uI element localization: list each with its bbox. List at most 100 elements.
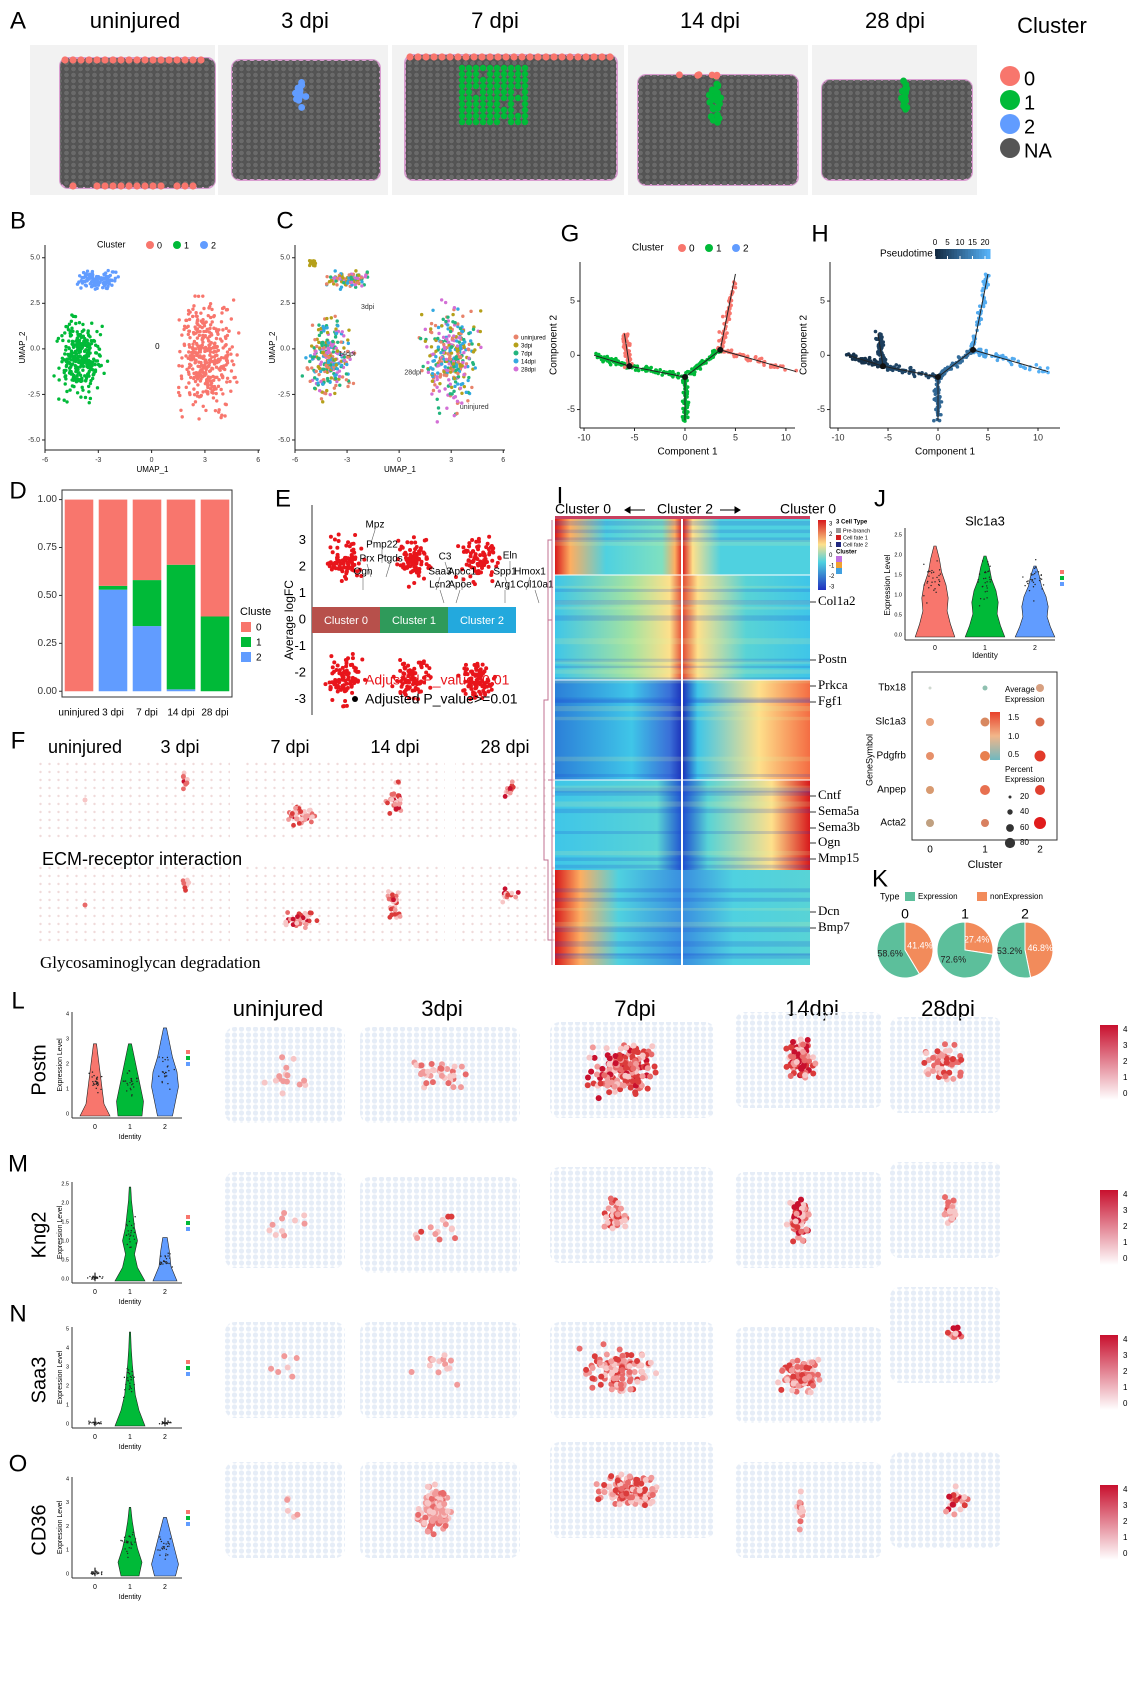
spot — [205, 378, 208, 381]
leader — [535, 590, 539, 603]
y-tick-label: 3 — [299, 532, 306, 547]
spot — [131, 1084, 132, 1085]
cell — [681, 407, 685, 411]
spot — [181, 774, 186, 779]
spot — [295, 914, 300, 919]
legend-title: Cluster — [97, 239, 126, 249]
spot — [83, 903, 88, 908]
spot — [355, 670, 359, 674]
spot — [321, 382, 324, 385]
spot — [487, 107, 493, 113]
spot — [159, 1263, 160, 1264]
spot — [393, 908, 398, 913]
spot — [131, 1391, 132, 1392]
spot — [412, 535, 416, 539]
colorbar-tick: 4 — [1123, 1025, 1128, 1034]
gene-label: Ogn — [354, 567, 373, 578]
spot — [79, 374, 82, 377]
spot — [331, 340, 334, 343]
spot — [208, 370, 211, 373]
x-axis-label: Identity — [119, 1444, 142, 1451]
spot — [191, 367, 194, 370]
spot — [590, 53, 597, 60]
cell — [933, 397, 937, 401]
spot — [341, 375, 344, 378]
spot — [438, 412, 441, 415]
spot — [522, 89, 528, 95]
spot — [444, 320, 447, 323]
spot — [89, 397, 92, 400]
spot — [449, 1225, 455, 1231]
spot — [455, 412, 458, 415]
spot — [335, 283, 338, 286]
spot — [320, 344, 323, 347]
spot — [618, 1206, 624, 1212]
colorbar-tick: 15 — [968, 238, 977, 247]
heatmap-header: Cluster 0 — [780, 501, 836, 517]
panel-letter: H — [811, 220, 828, 247]
spot — [459, 95, 465, 101]
spot — [215, 337, 218, 340]
spot — [192, 304, 195, 307]
spot — [487, 89, 493, 95]
spot — [291, 1056, 297, 1062]
spot — [131, 1225, 132, 1226]
timepoint: 7dpi — [614, 996, 656, 1021]
spot — [434, 350, 437, 353]
y-tick-label: 3 — [66, 1500, 69, 1506]
spot — [219, 416, 222, 419]
timepoint: 3dpi — [421, 996, 463, 1021]
dot — [981, 718, 990, 727]
cluster-label: Cluster 1 — [392, 615, 436, 627]
legend-key — [514, 359, 519, 364]
legend-key — [186, 1227, 190, 1231]
y-tick-label: 0.0 — [894, 632, 902, 638]
spot — [350, 281, 353, 284]
spot — [494, 83, 500, 89]
legend-key — [977, 892, 987, 901]
spot — [96, 1088, 97, 1089]
spot — [93, 1083, 94, 1084]
spot — [613, 1060, 619, 1066]
spot — [78, 350, 81, 353]
x-tick-label: 6 — [501, 457, 505, 464]
spot — [473, 71, 479, 77]
spot — [800, 1042, 806, 1048]
dot — [1036, 718, 1045, 727]
spot — [934, 588, 935, 589]
timepoint: 14 dpi — [370, 737, 419, 757]
spot — [784, 1377, 790, 1383]
x-tick-label: 2 — [1037, 845, 1043, 856]
legend-key — [1000, 90, 1020, 110]
bar — [99, 500, 128, 586]
spot — [336, 684, 340, 688]
spot — [141, 182, 148, 189]
spot — [459, 101, 465, 107]
cell — [932, 389, 936, 393]
spot — [459, 83, 465, 89]
spot — [298, 82, 305, 89]
spot — [117, 275, 120, 278]
spot — [81, 386, 84, 389]
spot — [97, 1422, 98, 1423]
x-tick-label: 5 — [733, 432, 738, 442]
spot — [173, 56, 180, 63]
spot — [442, 343, 445, 346]
spot — [63, 331, 66, 334]
spot — [456, 344, 459, 347]
spot — [201, 340, 204, 343]
spot — [226, 377, 229, 380]
spot — [212, 346, 215, 349]
spot — [456, 372, 459, 375]
spot — [480, 83, 486, 89]
x-tick-label: 0 — [93, 1584, 97, 1591]
spot — [788, 1073, 794, 1079]
spot — [985, 591, 986, 592]
legend-key — [836, 542, 841, 547]
spot — [1038, 571, 1039, 572]
colorbar-tick: 2 — [1123, 1057, 1128, 1066]
spot — [85, 377, 88, 380]
spot — [161, 1262, 162, 1263]
branch-node — [626, 363, 632, 369]
spot — [445, 1080, 451, 1086]
